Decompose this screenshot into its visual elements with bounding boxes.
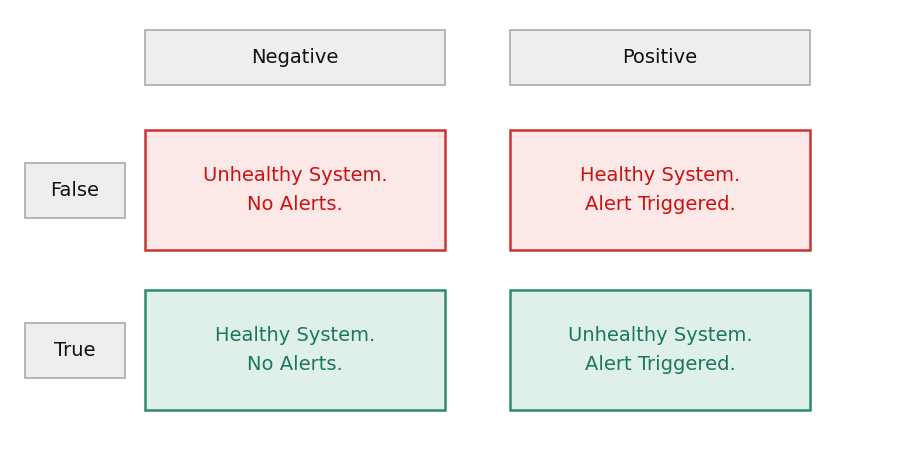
FancyBboxPatch shape <box>145 290 445 410</box>
FancyBboxPatch shape <box>25 323 125 378</box>
FancyBboxPatch shape <box>510 30 810 85</box>
Text: Positive: Positive <box>623 48 698 67</box>
Text: Unhealthy System.
No Alerts.: Unhealthy System. No Alerts. <box>202 166 387 214</box>
Text: Healthy System.
Alert Triggered.: Healthy System. Alert Triggered. <box>580 166 740 214</box>
Text: Negative: Negative <box>251 48 338 67</box>
FancyBboxPatch shape <box>510 130 810 250</box>
Text: False: False <box>50 180 100 199</box>
Text: True: True <box>54 341 95 360</box>
FancyBboxPatch shape <box>145 130 445 250</box>
Text: Healthy System.
No Alerts.: Healthy System. No Alerts. <box>215 326 375 374</box>
Text: Unhealthy System.
Alert Triggered.: Unhealthy System. Alert Triggered. <box>568 326 752 374</box>
FancyBboxPatch shape <box>145 30 445 85</box>
FancyBboxPatch shape <box>25 162 125 217</box>
FancyBboxPatch shape <box>510 290 810 410</box>
